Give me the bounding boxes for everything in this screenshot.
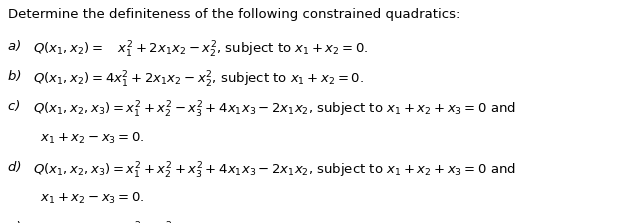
Text: b): b) <box>8 70 26 83</box>
Text: d): d) <box>8 161 26 173</box>
Text: e): e) <box>8 221 25 223</box>
Text: c): c) <box>8 100 25 113</box>
Text: a): a) <box>8 40 25 53</box>
Text: Determine the definiteness of the following constrained quadratics:: Determine the definiteness of the follow… <box>8 8 460 21</box>
Text: $Q(x_1, x_2, x_3) = x_1^2 + x_2^2 - x_3^2 + 4x_1x_3 - 2x_1x_2$, subject to $x_1 : $Q(x_1, x_2, x_3) = x_1^2 + x_2^2 - x_3^… <box>33 100 516 120</box>
Text: $x_1 + x_2 - x_3 = 0$.: $x_1 + x_2 - x_3 = 0$. <box>40 130 145 146</box>
Text: $Q(x_1, x_2, x_3) = x_1^2 - x_3^2 + 4x_1x_2 - 6x_2x_3$, subject to $x_1 + x_2 - : $Q(x_1, x_2, x_3) = x_1^2 - x_3^2 + 4x_1… <box>33 221 460 223</box>
Text: $Q(x_1, x_2) = 4x_1^2 + 2x_1x_2 - x_2^2$, subject to $x_1 + x_2 = 0$.: $Q(x_1, x_2) = 4x_1^2 + 2x_1x_2 - x_2^2$… <box>33 70 364 90</box>
Text: $Q(x_1, x_2) = \ \ \ x_1^2 + 2x_1x_2 - x_2^2$, subject to $x_1 + x_2 = 0$.: $Q(x_1, x_2) = \ \ \ x_1^2 + 2x_1x_2 - x… <box>33 40 368 60</box>
Text: $Q(x_1, x_2, x_3) = x_1^2 + x_2^2 + x_3^2 + 4x_1x_3 - 2x_1x_2$, subject to $x_1 : $Q(x_1, x_2, x_3) = x_1^2 + x_2^2 + x_3^… <box>33 161 516 181</box>
Text: $x_1 + x_2 - x_3 = 0$.: $x_1 + x_2 - x_3 = 0$. <box>40 191 145 206</box>
